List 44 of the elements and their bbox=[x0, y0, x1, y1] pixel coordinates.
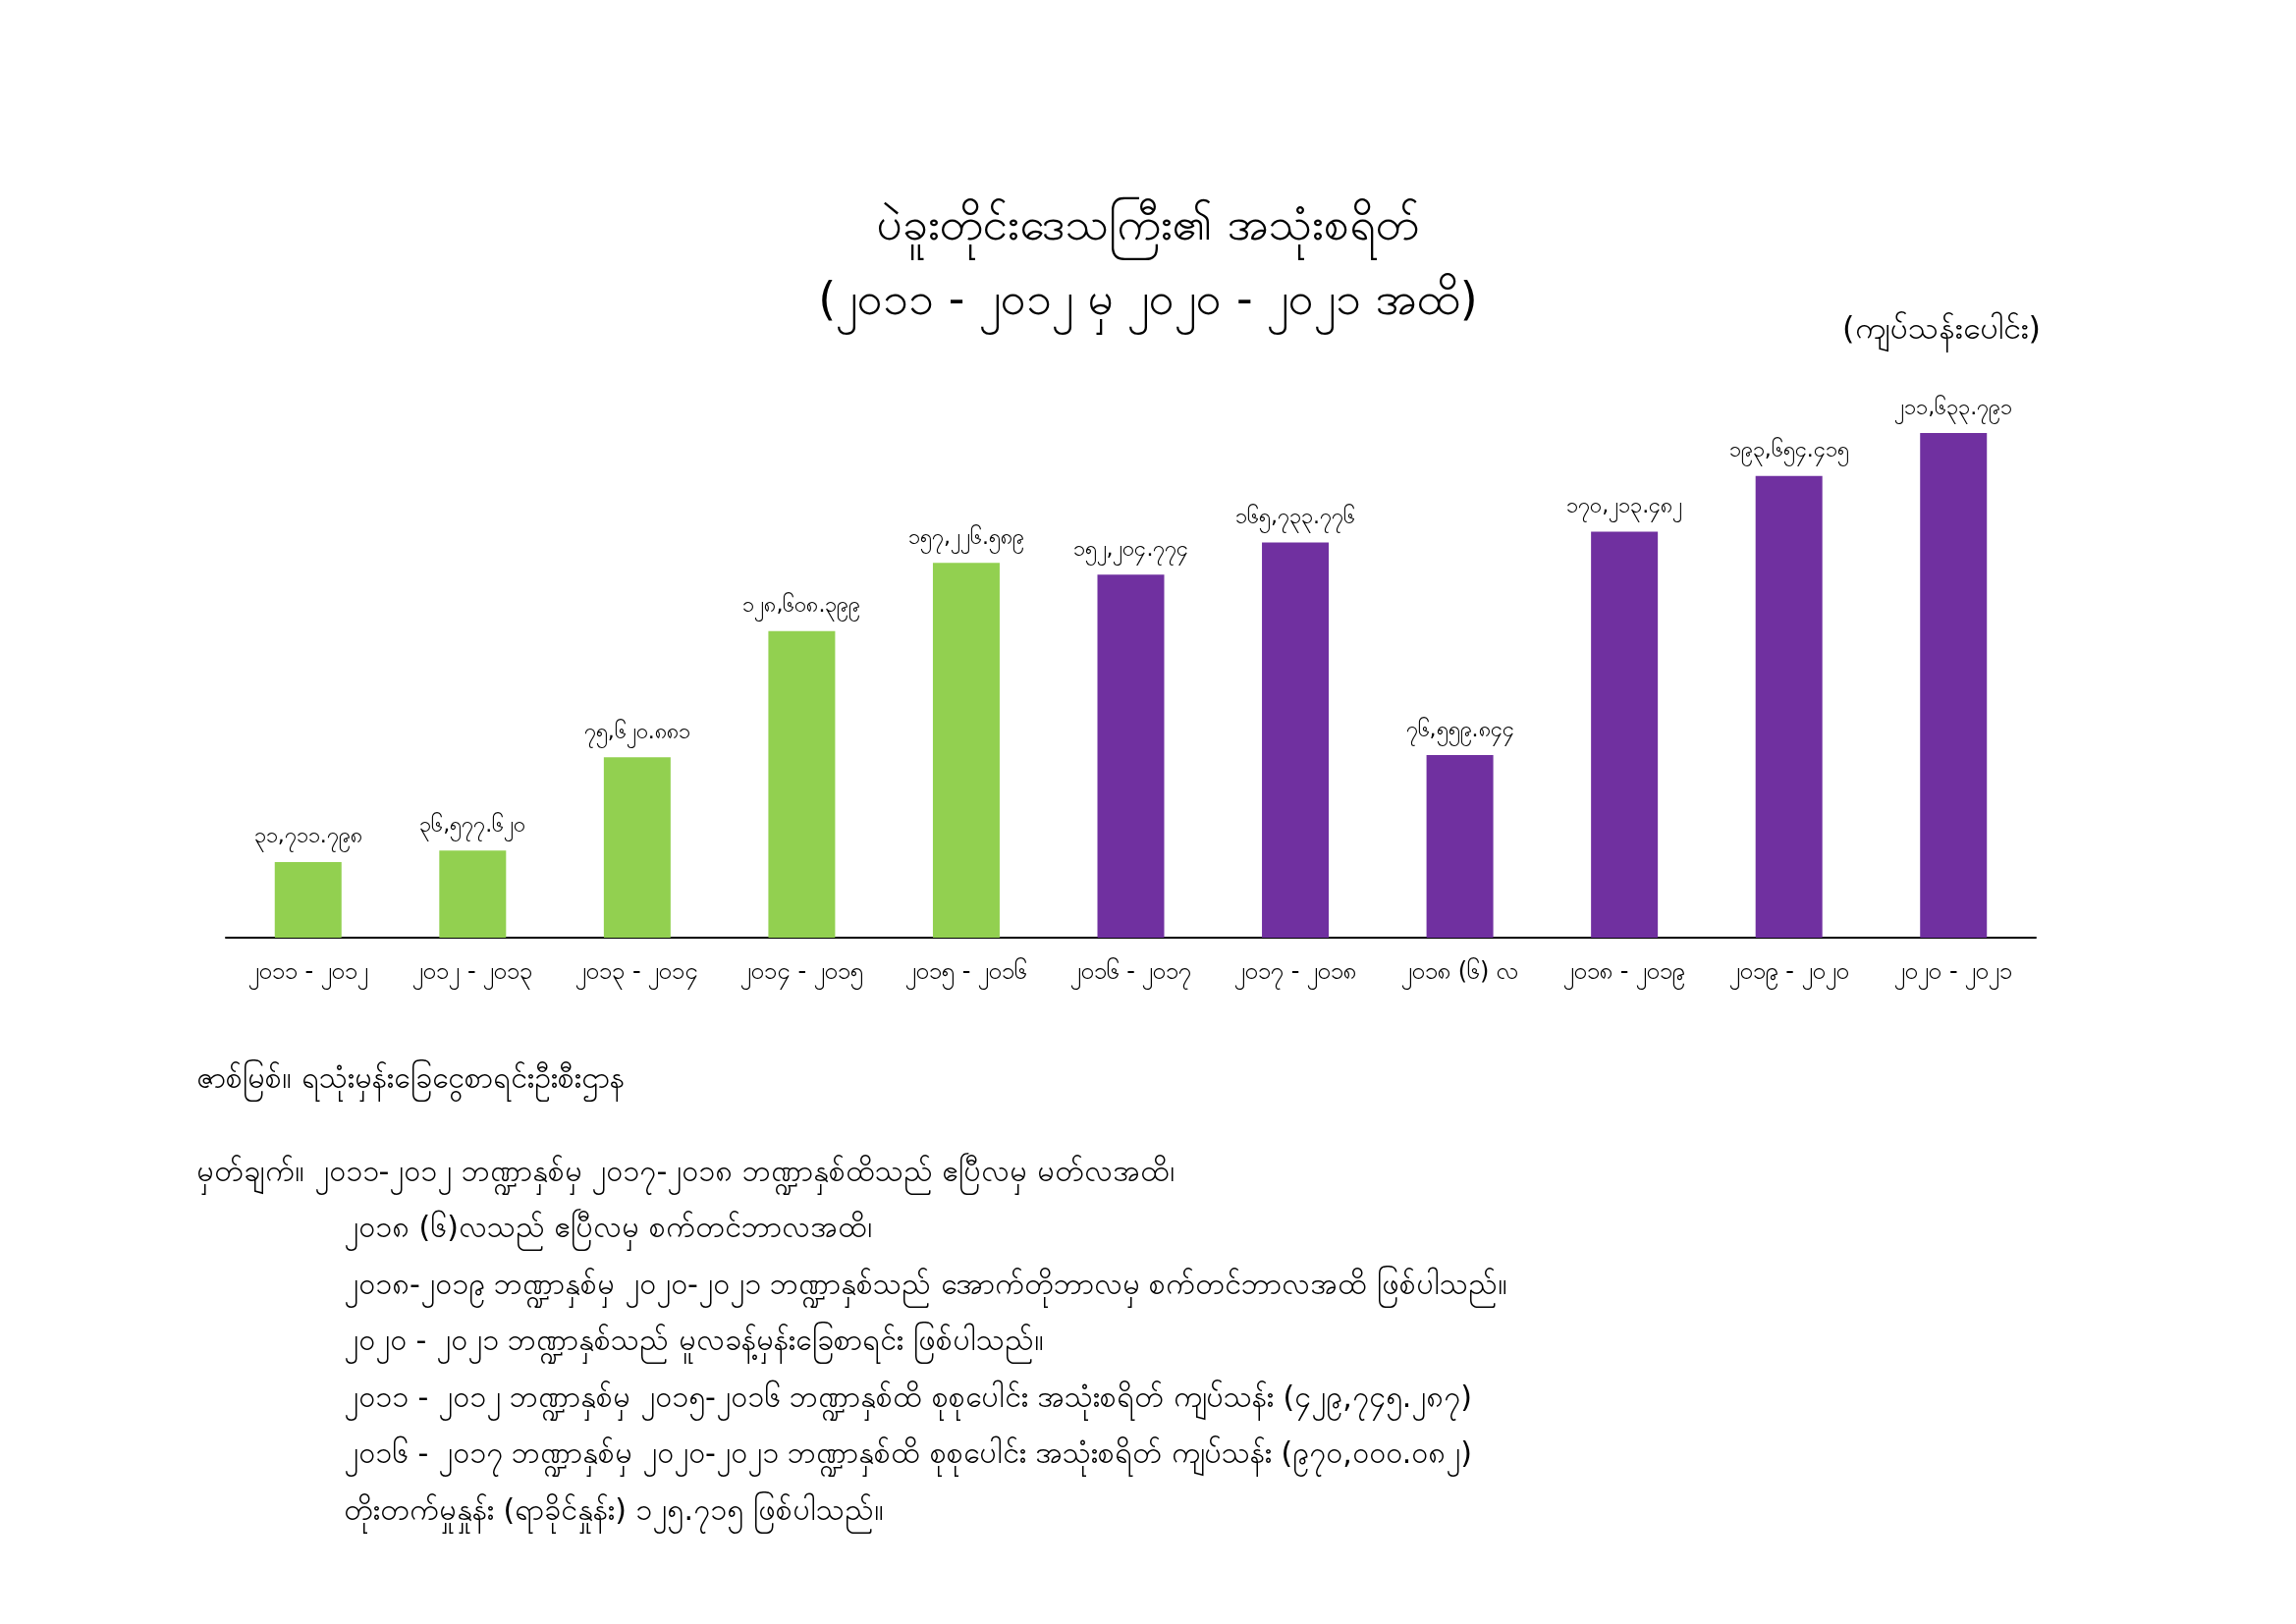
text: ဇာစ်မြစ်။ ရသုံးမှန်းခြေငွေစာရင်းဦးစီးဌာန bbox=[196, 1058, 625, 1102]
data-label: ၃၆,၅၇၇.၆၂၀ bbox=[419, 811, 526, 841]
x-tick-label: ၂၀၁၄ - ၂၀၁၅ bbox=[739, 957, 863, 990]
data-label: ၁၆၅,၇၃၃.၇၇၆ bbox=[1235, 503, 1356, 533]
bar bbox=[603, 757, 671, 938]
data-label: ၇၆,၅၅၉.၈၄၄ bbox=[1405, 716, 1514, 746]
data-label: ၁၇၀,၂၁၃.၄၈၂ bbox=[1566, 493, 1683, 523]
text: ၂၀၁၈-၂၀၁၉ ဘဏ္ဍာနှစ်မှ ၂၀၂၀-၂၀၂၁ ဘဏ္ဍာနှစ်သည် အောက်တိုဘာလမှ စက်တင်ဘာလအထိ ဖြစ်ပါသည်။ bbox=[344, 1265, 1507, 1308]
x-tick-label: ၂၀၁၆ - ၂၀၁၇ bbox=[1069, 956, 1192, 990]
bar bbox=[439, 850, 507, 938]
data-label: ၁၂၈,၆၀၈.၃၉၉ bbox=[742, 592, 861, 623]
text: တိုးတက်မှုနှုန်း (ရာခိုင်နှုန်း) ၁၂၅.၇၁၅ ဖြစ်ပါသည်။ bbox=[344, 1490, 884, 1534]
data-label: ၁၅၂,၂၀၄.၇၇၄ bbox=[1072, 535, 1189, 566]
x-tick-label: ၂၀၁၅ - ၂၀၁၆ bbox=[904, 956, 1027, 990]
x-tick-label: ၂၀၁၇ - ၂၀၁၈ bbox=[1234, 957, 1357, 990]
bar bbox=[1591, 531, 1659, 938]
x-tick-label: ၂၀၂၀ - ၂၀၂၁ bbox=[1894, 957, 2013, 990]
data-label: ၁၅၇,၂၂၆.၅၈၉ bbox=[907, 523, 1024, 554]
chart-subtitle: (၂၀၁၁ - ၂၀၁၂ မှ ၂၀၂၀ - ၂၀၂၁ အထိ) bbox=[818, 272, 1478, 335]
text: ၂၀၁၆ - ၂၀၁၇ ဘဏ္ဍာနှစ်မှ ၂၀၂၀-၂၀၂၁ ဘဏ္ဍာနှစ်ထိ စုစုပေါင်း အသုံးစရိတ် ကျပ်သန်း (၉၇၀,၀၀၀.၀၈၂) bbox=[344, 1435, 1472, 1477]
bar bbox=[1097, 574, 1165, 938]
data-label: ၂၁၁,၆၃၃.၇၉၁ bbox=[1894, 394, 2013, 424]
x-tick-label: ၂၀၁၃ - ၂၀၁၄ bbox=[575, 957, 699, 990]
text: ၂၀၁၁ - ၂၀၁၂ ဘဏ္ဍာနှစ်မှ ၂၀၁၅-၂၀၁၆ ဘဏ္ဍာနှစ်ထိ စုစုပေါင်း အသုံးစရိတ် ကျပ်သန်း (၄၂၉,၇၄၅.၂၈၇) bbox=[344, 1379, 1472, 1421]
bar bbox=[1755, 475, 1823, 938]
text: ၂၀၂၀ - ၂၀၂၁ ဘဏ္ဍာနှစ်သည် မူလခန့်မှန်းခြေစာရင်း ဖြစ်ပါသည်။ bbox=[344, 1322, 1044, 1364]
data-label: ၇၅,၆၂၀.၈၈၁ bbox=[583, 718, 690, 748]
text: ၂၀၁၈ (၆)လသည် ဧပြီလမှ စက်တင်ဘာလအထိ၊ bbox=[344, 1209, 873, 1251]
x-tick-label: ၂၀၁၉ - ၂၀၂၀ bbox=[1728, 957, 1849, 990]
chart-title: ပဲခူးတိုင်းဒေသကြီး၏ အသုံးစရိတ် bbox=[877, 196, 1419, 260]
bar bbox=[1920, 433, 1988, 938]
x-tick-label: ၂၀၁၈ (၆) လ bbox=[1401, 956, 1519, 990]
x-tick-label: ၂၀၁၂ - ၂၀၁၃ bbox=[412, 957, 533, 990]
bar bbox=[768, 630, 836, 938]
bar bbox=[1426, 755, 1494, 938]
data-label: ၃၁,၇၁၁.၇၉၈ bbox=[253, 823, 362, 853]
bar bbox=[1262, 542, 1330, 938]
text: မှတ်ချက်။ ၂၀၁၁-၂၀၁၂ ဘဏ္ဍာနှစ်မှ ၂၀၁၇-၂၀၁၈ ဘဏ္ဍာနှစ်ထိသည် ဧပြီလမှ မတ်လအထိ၊ bbox=[196, 1152, 1175, 1195]
bar bbox=[932, 563, 1000, 938]
y-axis-title: (ကျပ်သန်းပေါင်း) bbox=[1842, 309, 2041, 352]
x-tick-label: ၂၀၁၁ - ၂၀၁၂ bbox=[247, 957, 368, 990]
bar bbox=[274, 861, 342, 938]
x-tick-label: ၂၀၁၈ - ၂၀၁၉ bbox=[1563, 957, 1686, 990]
data-label: ၁၉၃,၆၅၄.၄၁၅ bbox=[1728, 437, 1849, 467]
